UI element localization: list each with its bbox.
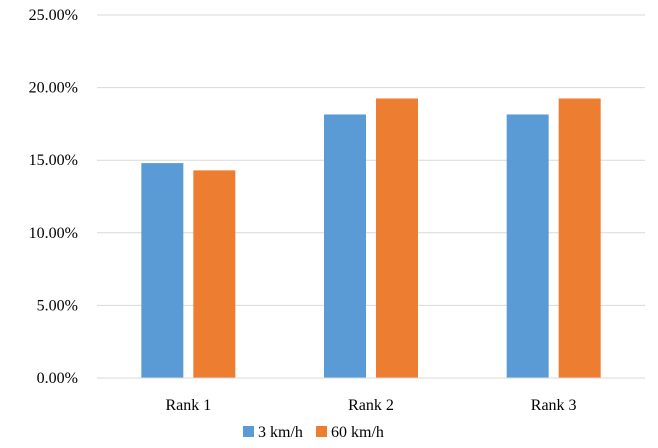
legend-label: 3 km/h <box>258 424 303 441</box>
bars <box>141 98 601 379</box>
x-category-label: Rank 3 <box>531 397 577 414</box>
y-tick-label: 25.00% <box>29 7 78 24</box>
legend-swatch <box>316 426 327 437</box>
legend-swatch <box>243 426 254 437</box>
bar <box>193 170 236 378</box>
bar <box>324 114 366 378</box>
legend-label: 60 km/h <box>331 424 384 441</box>
bar <box>141 163 184 378</box>
y-tick-label: 15.00% <box>29 152 78 169</box>
bar <box>558 98 601 379</box>
x-category-label: Rank 2 <box>348 397 394 414</box>
y-tick-label: 20.00% <box>29 80 78 97</box>
y-tick-label: 10.00% <box>29 225 78 242</box>
bar <box>376 98 418 379</box>
x-axis: Rank 1 Rank 2 Rank 3 <box>97 377 645 414</box>
y-tick-label: 0.00% <box>37 370 78 387</box>
legend: 3 km/h 60 km/h <box>243 424 384 441</box>
x-category-label: Rank 1 <box>165 397 211 414</box>
y-axis-ticks: 0.00% 5.00% 10.00% 15.00% 20.00% 25.00% <box>29 7 78 387</box>
gridlines <box>97 14 645 306</box>
bar <box>506 114 549 378</box>
y-tick-label: 5.00% <box>37 297 78 314</box>
